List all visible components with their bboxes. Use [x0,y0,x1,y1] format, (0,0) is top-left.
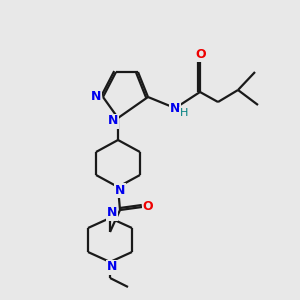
Text: N: N [115,184,125,196]
Text: N: N [170,101,180,115]
Text: H: H [180,108,188,118]
Text: N: N [108,115,118,128]
Text: O: O [143,200,153,212]
Text: N: N [107,206,117,220]
Text: N: N [91,89,101,103]
Text: N: N [107,260,117,274]
Text: O: O [196,47,206,61]
